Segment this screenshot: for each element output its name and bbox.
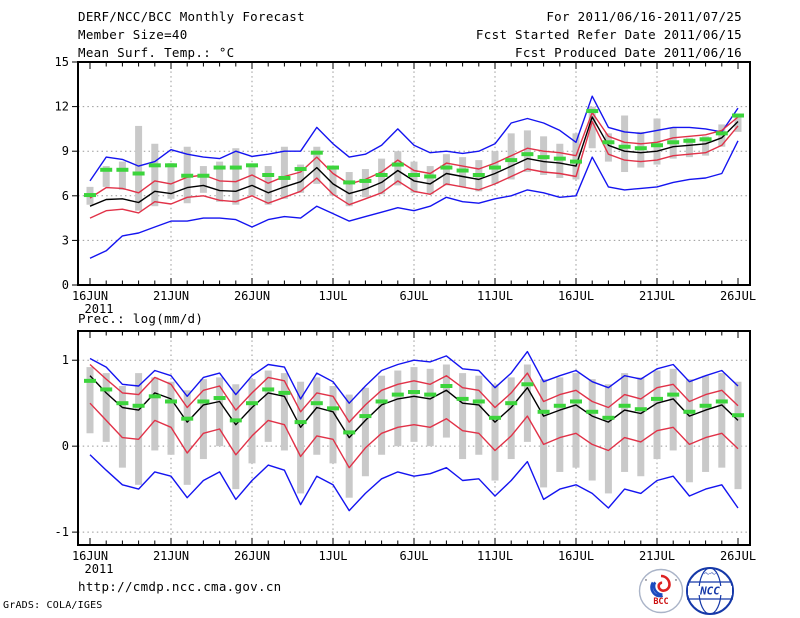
x-tick-label: 21JUN [153,549,189,563]
temp-chart-title: Mean Surf. Temp.: °C [78,45,235,60]
x-tick-label: 16JUL [558,549,594,563]
axis-ticks [72,61,739,286]
x-tick-label: 21JUN [153,289,189,303]
bcc-logo-text: BCC [653,597,668,607]
y-tick-label: 9 [62,144,69,158]
ncc-band [688,586,732,595]
surface-temp-chart: 0 3 6 9 12 15 16JUN 21JUN 26JUN 1JUL 6JUL 11JUL 16JU… [55,55,757,316]
y-tick-label: -1 [55,525,69,539]
plot-frame [77,330,751,546]
ensemble-max-line [89,95,739,182]
y-tick-label: 15 [55,55,69,69]
bcc-swirl-blue [650,581,664,598]
y-tick-label: 0 [62,439,69,453]
x-year-label: 2011 [85,562,114,576]
x-tick-label: 6JUL [400,549,429,563]
source-url: http://cmdp.ncc.cma.gov.cn [78,579,282,594]
x-tick-label: 1JUL [319,289,348,303]
produced-date-label: Fcst Produced Date 2011/06/16 [515,45,742,60]
axis-labels: 0 3 6 9 12 15 16JUN 21JUN 26JUN 1JUL 6JUL 11JUL 16JU… [55,55,757,316]
ncc-logo: NCC 〜〜 [686,567,734,615]
bcc-deco-dot [645,579,647,581]
bcc-swirl-red [657,574,671,593]
x-year-label: 2011 [85,302,114,316]
precip-chart: -1 0 1 16JUN 21JUN 26JUN 1JUL 6JUL 11JUL 16JUL 21J… [55,330,757,576]
x-tick-label: 16JUN [72,289,108,303]
x-tick-label: 26JUN [234,289,270,303]
mean-minus-std-line [89,402,739,469]
axis-ticks [72,332,739,544]
climatology-dashes [84,109,744,198]
mean-plus-std-line [89,363,739,423]
x-tick-label: 26JUL [720,289,756,303]
x-tick-label: 21JUL [639,289,675,303]
y-tick-label: 12 [55,100,69,114]
ensemble-max-line [89,350,739,404]
x-tick-label: 16JUN [72,549,108,563]
grads-credit: GrADS: COLA/IGES [3,600,103,611]
ensemble-min-line [89,454,739,512]
ncc-logo-text: NCC [699,585,720,598]
axis-labels: -1 0 1 16JUN 21JUN 26JUN 1JUL 6JUL 11JUL 16JUL 21J… [55,353,757,576]
x-tick-label: 1JUL [319,549,348,563]
climatology-dashes [84,378,744,435]
x-tick-label: 16JUL [558,289,594,303]
ensemble-mean-line [89,375,739,439]
ncc-top-marks: 〜〜 [704,571,716,578]
y-tick-label: 3 [62,233,69,247]
ensemble-spread-bars [86,364,742,498]
x-tick-label: 26JUN [234,549,270,563]
forecast-range-label: For 2011/06/16-2011/07/25 [546,9,742,24]
y-tick-label: 0 [62,278,69,292]
x-tick-label: 11JUL [477,289,513,303]
refer-date-label: Fcst Started Refer Date 2011/06/15 [475,27,742,42]
x-tick-label: 26JUL [720,549,756,563]
bcc-deco-dot [675,579,677,581]
mean-minus-std-line [89,120,739,219]
ensemble-mean-line [89,116,739,207]
x-tick-label: 11JUL [477,549,513,563]
x-tick-label: 21JUL [639,549,675,563]
x-tick-label: 6JUL [400,289,429,303]
y-tick-label: 6 [62,189,69,203]
plot-frame [77,61,751,286]
ensemble-min-line [89,140,739,259]
y-tick-label: 1 [62,353,69,367]
page-title: DERF/NCC/BCC Monthly Forecast [78,9,305,24]
member-size-label: Member Size=40 [78,27,188,42]
bcc-logo: BCC [638,568,684,614]
precip-chart-title: Prec.: log(mm/d) [78,311,204,326]
